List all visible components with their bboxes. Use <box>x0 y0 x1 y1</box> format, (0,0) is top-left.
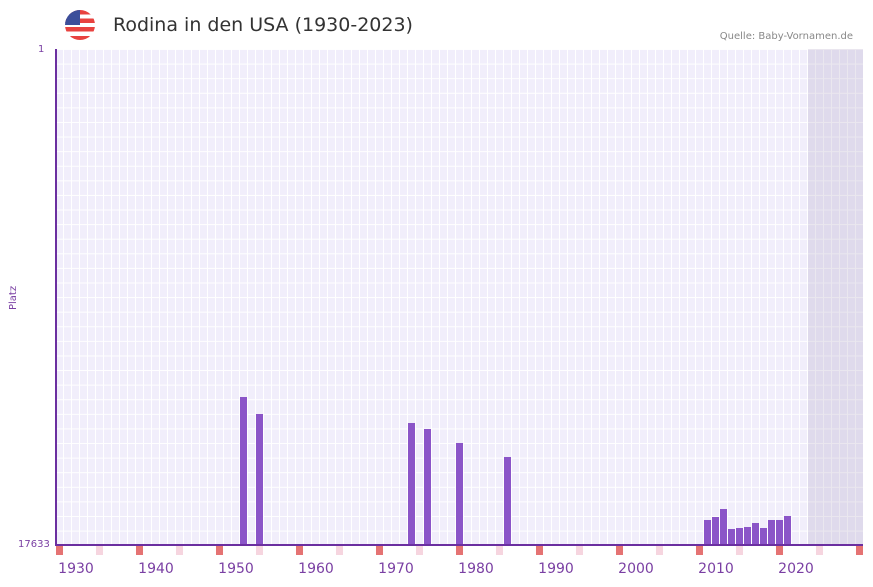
year-marker <box>416 546 423 555</box>
us-flag-icon <box>65 10 95 40</box>
y-top-label: 1 <box>38 44 45 55</box>
chart-title: Rodina in den USA (1930-2023) <box>113 14 413 36</box>
year-marker <box>336 546 343 555</box>
bar-1974 <box>424 429 431 545</box>
x-tick-label: 1990 <box>538 561 574 577</box>
bar-2009 <box>704 520 711 545</box>
x-tick-label: 1950 <box>218 561 254 577</box>
bar-2012 <box>728 529 735 545</box>
x-tick-label: 2010 <box>698 561 734 577</box>
year-marker <box>816 546 823 555</box>
year-marker <box>96 546 103 555</box>
year-marker <box>456 546 463 555</box>
bar-2010 <box>712 517 719 545</box>
year-marker <box>736 546 743 555</box>
year-marker <box>856 546 863 555</box>
bar-2011 <box>720 509 727 545</box>
year-marker <box>776 546 783 555</box>
x-tick-label: 2000 <box>618 561 654 577</box>
year-marker <box>496 546 503 555</box>
bar-2019 <box>784 516 791 545</box>
bar-2015 <box>752 523 759 545</box>
year-marker <box>216 546 223 555</box>
x-tick-label: 1980 <box>458 561 494 577</box>
year-marker <box>136 546 143 555</box>
year-marker <box>696 546 703 555</box>
year-marker <box>176 546 183 555</box>
x-tick-label: 1970 <box>378 561 414 577</box>
year-marker <box>376 546 383 555</box>
bar-1978 <box>456 443 463 545</box>
year-marker <box>656 546 663 555</box>
bar-2018 <box>776 520 783 545</box>
y-axis-title: Platz <box>8 285 19 310</box>
x-axis <box>55 544 863 546</box>
bar-1984 <box>504 457 511 545</box>
y-bottom-label: 17633 <box>18 539 50 550</box>
x-tick-label: 2020 <box>778 561 814 577</box>
y-axis <box>55 49 57 546</box>
bar-1953 <box>256 414 263 545</box>
bar-2014 <box>744 527 751 545</box>
plot-area <box>55 49 863 545</box>
x-tick-label: 1930 <box>58 561 94 577</box>
year-marker <box>536 546 543 555</box>
year-marker <box>256 546 263 555</box>
bar-2013 <box>736 528 743 545</box>
x-tick-label: 1960 <box>298 561 334 577</box>
source-label: Quelle: Baby-Vornamen.de <box>719 31 853 42</box>
year-marker <box>576 546 583 555</box>
future-region <box>808 49 863 545</box>
bar-2016 <box>760 528 767 545</box>
bar-1951 <box>240 397 247 545</box>
bar-2017 <box>768 520 775 545</box>
year-marker <box>616 546 623 555</box>
year-marker <box>296 546 303 555</box>
year-marker <box>56 546 63 555</box>
x-tick-label: 1940 <box>138 561 174 577</box>
bar-1972 <box>408 423 415 545</box>
